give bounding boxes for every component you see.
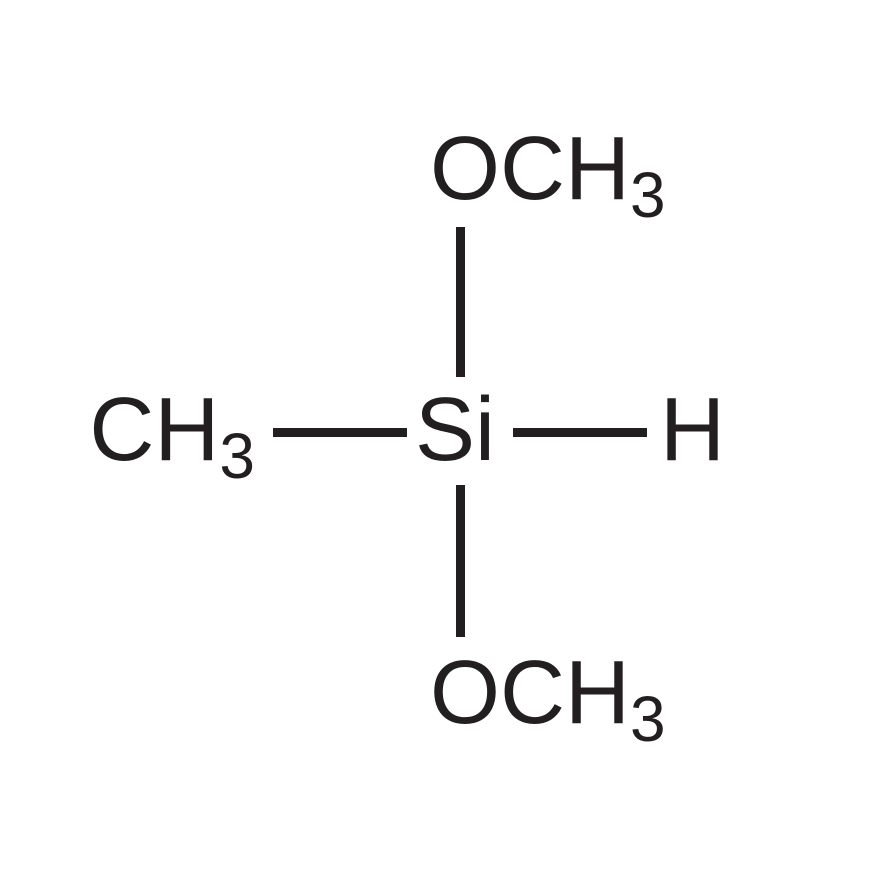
atom-bottom-och3: OCH3	[430, 648, 666, 738]
atom-subscript: 3	[219, 420, 255, 492]
atom-subscript: 3	[630, 683, 666, 755]
bond-to-left	[273, 428, 407, 437]
atom-left-ch3: CH3	[89, 385, 255, 475]
bond-to-top	[456, 227, 465, 377]
chemical-structure-canvas: Si OCH3 CH3 H OCH3	[0, 0, 890, 890]
atom-right-h: H	[660, 385, 725, 475]
bond-to-right	[513, 428, 647, 437]
atom-label: OCH	[430, 119, 630, 219]
atom-label: H	[660, 380, 725, 480]
atom-label: CH	[89, 380, 219, 480]
atom-label: OCH	[430, 643, 630, 743]
atom-top-och3: OCH3	[430, 124, 666, 214]
atom-center-si: Si	[415, 385, 495, 475]
atom-subscript: 3	[630, 159, 666, 231]
bond-to-bottom	[456, 485, 465, 637]
atom-label: Si	[415, 380, 495, 480]
